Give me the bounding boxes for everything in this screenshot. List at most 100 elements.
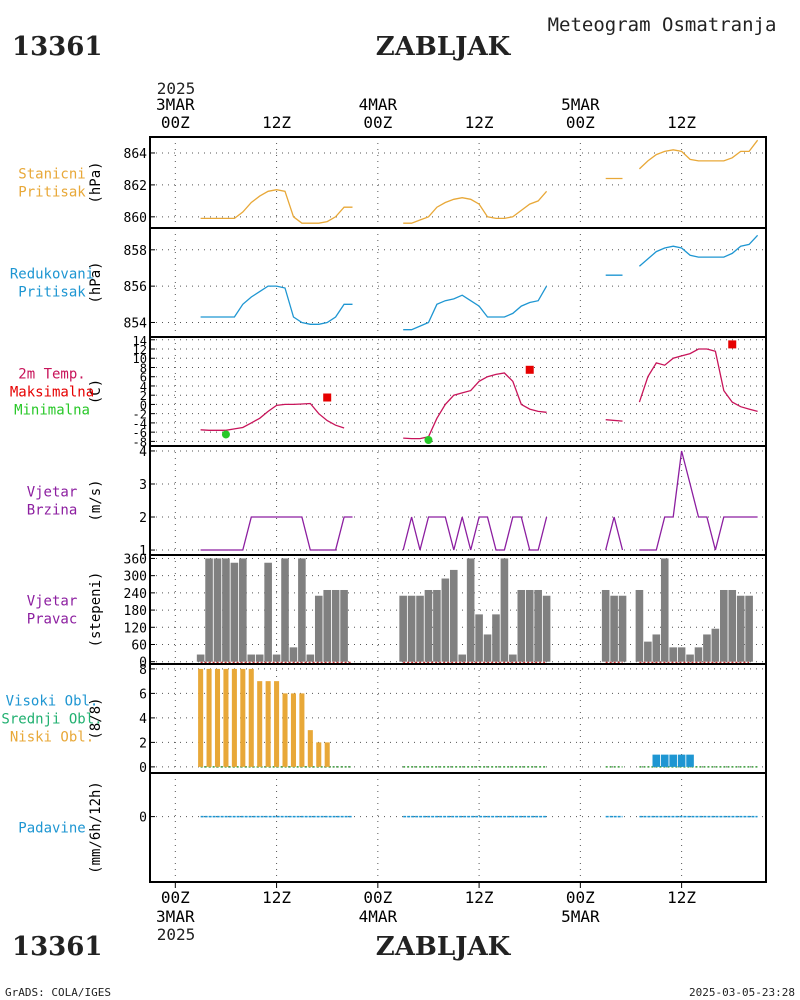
y-tick-label: 360 — [124, 552, 147, 567]
high-cloud-bar — [669, 754, 677, 767]
top-date-label: 4MAR — [359, 95, 398, 114]
series-line — [200, 516, 353, 551]
top-date-label: 3MAR — [156, 95, 195, 114]
tmax-marker — [323, 393, 332, 402]
y-tick-label: 6 — [140, 371, 147, 385]
y-tick-label: 862 — [124, 179, 147, 194]
low-cloud-bar — [299, 693, 305, 767]
panel-station-pressure: 860 862 864 (hPa)Stanicni Pritisak — [18, 136, 767, 229]
series-line — [200, 285, 353, 325]
y-tick-label: 858 — [124, 244, 147, 259]
series-line — [200, 402, 345, 431]
footer-credit: GrADS: COLA/IGES — [5, 986, 111, 999]
tmax-marker — [525, 365, 534, 374]
bottom-hour-label: 00Z — [363, 888, 392, 907]
y-tick-label: 3 — [139, 478, 147, 493]
panel-label: Minimalna — [14, 403, 90, 419]
direction-bar — [677, 647, 686, 662]
direction-bar — [272, 654, 281, 662]
panel-label: Stanicni — [18, 167, 85, 183]
y-tick-label: 120 — [124, 621, 147, 636]
top-hour-label: 12Z — [465, 113, 494, 132]
panel-reduced-pressure: 854 856 858 (hPa)Redukovani Pritisak — [10, 227, 767, 338]
y-tick-label: 8 — [139, 663, 147, 678]
y-axis-label: (m/s) — [88, 479, 104, 521]
direction-bar — [660, 558, 669, 662]
panel-label: Vjetar — [27, 594, 78, 610]
direction-bar — [466, 558, 475, 662]
low-cloud-bar — [290, 693, 296, 767]
y-tick-label: 300 — [124, 570, 147, 585]
y-tick-label: -4 — [133, 417, 147, 431]
low-cloud-bar — [265, 681, 271, 767]
y-tick-label: 0 — [139, 811, 147, 826]
high-cloud-bar — [677, 754, 686, 767]
high-cloud-bar — [660, 754, 669, 767]
bottom-date-label: 5MAR — [561, 907, 600, 926]
direction-bar — [314, 595, 323, 662]
direction-bar — [745, 595, 753, 662]
y-tick-label: 0 — [139, 761, 147, 776]
panel-label: Vjetar — [27, 485, 78, 501]
direction-bar — [205, 558, 213, 662]
panel-wind-direction: 0 60 120 180 240 300 360 (stepeni) Vjetar Pravac — [27, 552, 767, 671]
series-line — [200, 189, 353, 224]
y-tick-label: 1 — [139, 544, 147, 559]
y-tick-label: 0 — [139, 656, 147, 671]
top-date-label: 5MAR — [561, 95, 600, 114]
direction-bar — [247, 654, 256, 662]
y-tick-label: 12 — [133, 343, 147, 357]
direction-bar — [458, 654, 467, 662]
y-tick-label: 10 — [133, 352, 147, 366]
bottom-hour-label: 00Z — [161, 888, 190, 907]
low-cloud-bar — [274, 681, 280, 767]
direction-bar — [323, 589, 332, 662]
series-line — [638, 139, 759, 170]
panel-label: Padavine — [18, 821, 85, 837]
low-cloud-bar — [248, 668, 254, 767]
direction-bar — [618, 595, 627, 662]
y-tick-label: 60 — [131, 638, 147, 653]
bottom-year: 2025 — [157, 925, 196, 944]
low-cloud-bar — [198, 668, 204, 767]
direction-bar — [728, 589, 737, 662]
low-cloud-bar — [324, 742, 330, 767]
series-line — [403, 285, 548, 331]
y-tick-label: 8 — [140, 361, 147, 375]
direction-bar — [509, 654, 517, 662]
y-tick-label: 2 — [139, 736, 147, 751]
direction-bar — [475, 614, 483, 662]
direction-bar — [441, 578, 450, 662]
y-tick-label: 2 — [140, 389, 147, 403]
y-tick-label: 180 — [124, 604, 147, 619]
high-cloud-bar — [652, 754, 661, 767]
panel-label: Maksimalna — [10, 385, 94, 401]
direction-bar — [542, 595, 551, 662]
direction-bar — [711, 628, 720, 662]
direction-bar — [686, 654, 694, 662]
y-tick-label: 2 — [139, 511, 147, 526]
direction-bar — [703, 634, 711, 662]
direction-bar — [720, 589, 728, 662]
direction-bar — [424, 589, 433, 662]
low-cloud-bar — [257, 681, 263, 767]
panel-wind-speed: 1 2 3 4 (m/s) Vjetar Brzina — [27, 445, 767, 559]
panel-label: Visoki Obl. — [6, 694, 99, 710]
direction-bar — [500, 558, 509, 662]
direction-bar — [289, 647, 298, 662]
top-hour-label: 00Z — [161, 113, 190, 132]
footer-timestamp: 2025-03-05-23:28 — [689, 986, 795, 999]
panel-label: Srednji Obl. — [1, 712, 102, 728]
direction-bar — [517, 589, 526, 662]
low-cloud-bar — [316, 742, 322, 767]
direction-bar — [534, 589, 542, 662]
station-id-bottom: 13361 — [12, 932, 102, 962]
direction-bar — [213, 558, 222, 662]
y-tick-label: 4 — [139, 445, 147, 460]
direction-bar — [483, 634, 492, 662]
direction-bar — [601, 589, 610, 662]
y-tick-label: -2 — [133, 408, 147, 422]
direction-bar — [449, 569, 458, 662]
